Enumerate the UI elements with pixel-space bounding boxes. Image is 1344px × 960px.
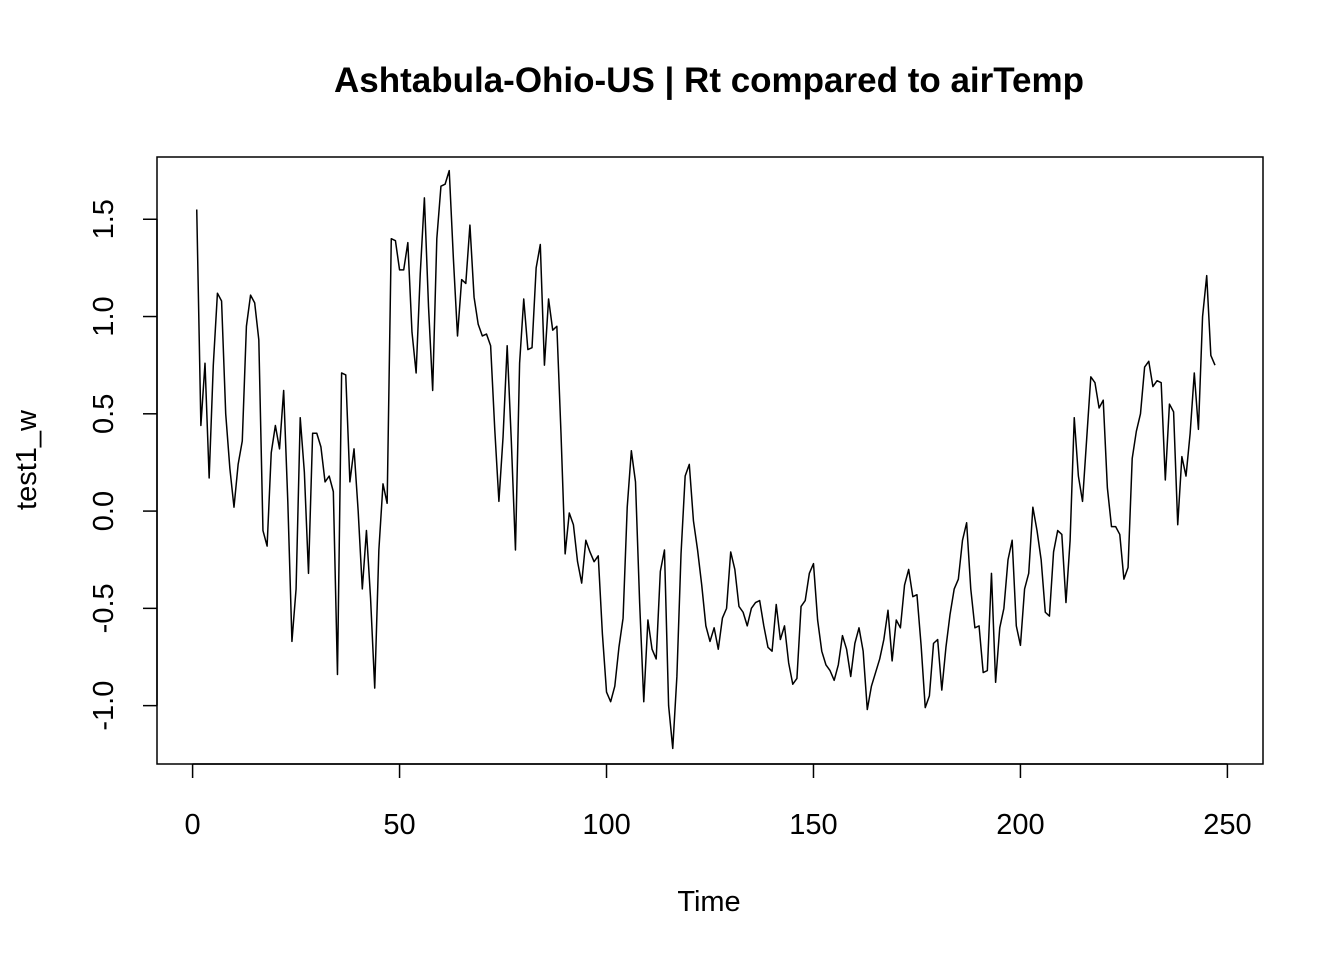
y-axis: -1.0 -0.5 0.0 0.5 1.0 1.5 [88, 199, 157, 731]
y-tick-label: 0.5 [88, 394, 120, 434]
x-tick-label: 100 [582, 809, 630, 841]
x-tick-label: 0 [185, 809, 201, 841]
x-tick-label: 50 [383, 809, 415, 841]
series-line [197, 171, 1215, 749]
y-tick-label: 1.5 [88, 199, 120, 239]
x-axis: 0 50 100 150 200 250 [185, 764, 1252, 841]
y-tick-label: 1.0 [88, 296, 120, 336]
x-axis-label: Time [677, 886, 740, 918]
x-tick-label: 150 [789, 809, 837, 841]
y-tick-label: -1.0 [88, 681, 120, 731]
x-tick-label: 200 [996, 809, 1044, 841]
y-tick-label: 0.0 [88, 491, 120, 531]
chart-title: Ashtabula-Ohio-US | Rt compared to airTe… [334, 61, 1084, 100]
y-tick-label: -0.5 [88, 583, 120, 633]
y-axis-label: test1_w [11, 409, 43, 510]
x-tick-label: 250 [1203, 809, 1251, 841]
